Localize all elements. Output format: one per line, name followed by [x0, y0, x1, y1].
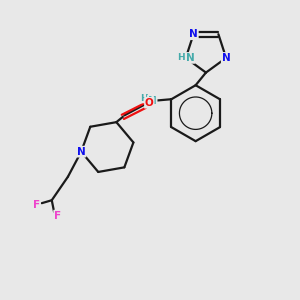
Text: F: F — [33, 200, 40, 210]
Text: N: N — [189, 29, 198, 39]
Text: N: N — [148, 96, 157, 106]
Text: H: H — [140, 94, 148, 103]
Text: N: N — [186, 53, 195, 63]
Text: F: F — [54, 211, 61, 220]
Text: N: N — [77, 147, 85, 157]
Text: N: N — [222, 53, 230, 63]
Text: H: H — [177, 52, 184, 62]
Text: O: O — [145, 98, 154, 108]
